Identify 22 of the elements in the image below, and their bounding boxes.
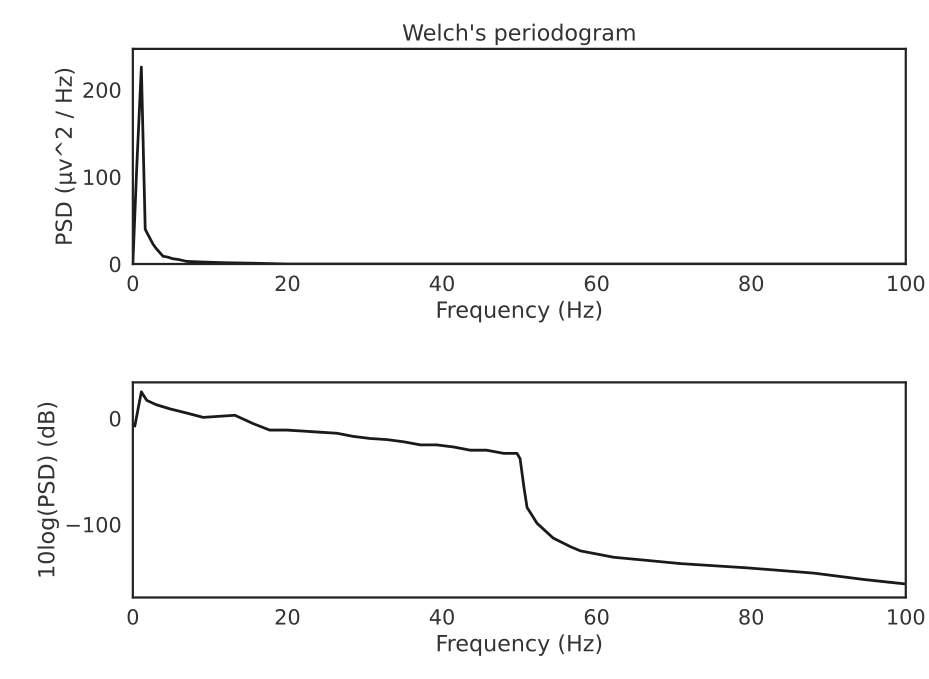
y-tick-label: 200 <box>83 82 120 98</box>
y-axis-title: PSD (µv^2 / Hz) <box>54 68 76 244</box>
x-tick-label: 60 <box>584 276 608 292</box>
y-tick-label: 100 <box>84 169 120 186</box>
x-tick-label: 0 <box>128 276 138 292</box>
chart-title: Welch's periodogram <box>402 24 635 46</box>
y-tick-label: −100 <box>66 516 120 533</box>
x-tick-label: 80 <box>739 276 764 292</box>
x-tick-label: 100 <box>888 609 924 625</box>
x-tick-label: 60 <box>584 609 608 625</box>
y-axis-title: 10log(PSD) (dB) <box>37 402 59 576</box>
x-tick-label: 100 <box>888 276 924 292</box>
x-tick-label: 40 <box>430 609 454 625</box>
x-tick-label: 0 <box>128 609 138 625</box>
x-tick-label: 20 <box>276 276 300 292</box>
y-tick-label: 0 <box>110 256 120 272</box>
x-tick-label: 80 <box>739 609 764 625</box>
x-tick-label: 40 <box>430 276 454 292</box>
x-axis-title: Frequency (Hz) <box>438 300 602 322</box>
y-tick-label: 0 <box>110 410 120 427</box>
x-tick-label: 20 <box>276 609 300 625</box>
x-axis-title: Frequency (Hz) <box>438 634 602 656</box>
